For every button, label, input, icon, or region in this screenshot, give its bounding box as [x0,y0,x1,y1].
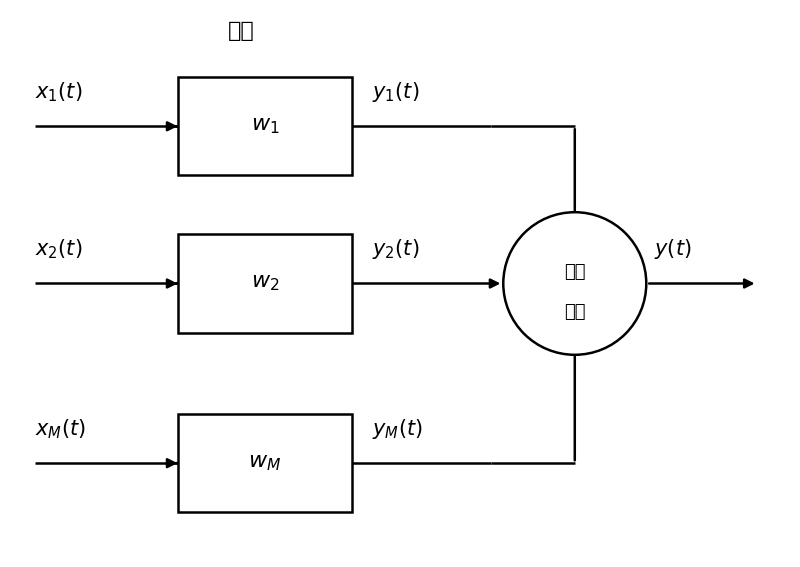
Text: $x_M(t)$: $x_M(t)$ [34,417,86,441]
Text: $y(t)$: $y(t)$ [654,237,692,261]
Text: 叠加: 叠加 [564,303,586,320]
Text: $w_M$: $w_M$ [248,453,282,473]
Text: $w_2$: $w_2$ [250,273,279,294]
Bar [178,234,352,333]
Text: $y_M(t)$: $y_M(t)$ [372,417,423,441]
Text: $y_1(t)$: $y_1(t)$ [372,80,420,104]
Text: $y_2(t)$: $y_2(t)$ [372,237,420,261]
Text: 加权: 加权 [228,21,254,41]
Text: $x_1(t)$: $x_1(t)$ [34,81,82,104]
Bar [178,77,352,175]
Text: 空间: 空间 [564,263,586,281]
Text: $w_1$: $w_1$ [250,116,279,136]
Text: $x_2(t)$: $x_2(t)$ [34,238,82,261]
Bar [178,414,352,513]
Ellipse shape [503,212,646,355]
